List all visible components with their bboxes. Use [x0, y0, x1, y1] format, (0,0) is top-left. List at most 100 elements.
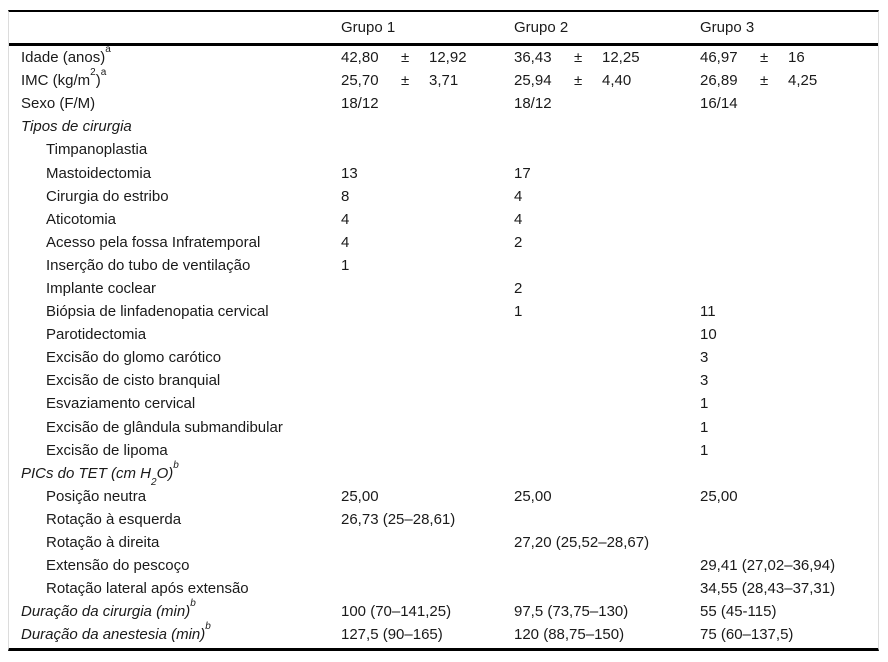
row-label: Rotação lateral após extensão	[46, 580, 249, 598]
value-cell-g1: 127,5 (90–165)	[341, 626, 443, 644]
table-row: Cirurgia do estribo 8 4	[9, 185, 878, 208]
table-row: Aticotomia 4 4	[9, 208, 878, 231]
value-cell-g2: 2	[514, 279, 523, 297]
value-cell-g1: 42,80 ±12,92	[341, 49, 514, 66]
value-cell-g2: 36,43 ±12,25	[514, 49, 700, 66]
value-cell-g3: 75 (60–137,5)	[700, 626, 794, 644]
table-row: Rotação à esquerda 26,73 (25–28,61)	[9, 508, 878, 531]
table-row: Rotação lateral após extensão 34,55 (28,4…	[9, 577, 878, 600]
mean-value: 36,43	[514, 49, 552, 67]
value-cell-g2: 25,94 ±4,40	[514, 72, 700, 89]
value-cell-g2: 1	[514, 303, 523, 321]
row-label: Biópsia de linfadenopatia cervical	[46, 303, 269, 321]
value-cell-g3: 1	[700, 441, 709, 459]
value-cell-g3: 34,55 (28,43–37,31)	[700, 580, 836, 598]
mean-value: 25,70	[341, 72, 379, 90]
value-cell-g1: 1	[341, 256, 350, 274]
value-cell-g3: 11	[700, 303, 716, 321]
row-label: Idade (anos)a	[21, 44, 111, 67]
row-label: Cirurgia do estribo	[46, 187, 169, 205]
table-row: Esvaziamento cervical 1	[9, 392, 878, 415]
row-label: PICs do TET (cm H2O)b	[21, 459, 179, 488]
plus-minus-sign: ±	[401, 49, 410, 67]
table-body: Idade (anos)a 42,80 ±12,92 36,43 ±12,25 46,97…	[9, 44, 878, 646]
table-row: Excisão de lipoma 1	[9, 439, 878, 462]
value-cell-g3: 16/14	[700, 95, 738, 113]
table-row: Mastoidectomia 13 17	[9, 161, 878, 184]
row-label: Posição neutra	[46, 487, 147, 505]
plus-minus-sign: ±	[574, 72, 583, 90]
table-row: Duração da anestesia (min)b 127,5 (90–165…	[9, 621, 878, 646]
value-cell-g1: 13	[341, 164, 358, 182]
table-row: Implante coclear 2	[9, 277, 878, 300]
demographics-table: Grupo 1 Grupo 2 Grupo 3 Idade (anos)a 42,…	[8, 10, 879, 651]
table-row: Tipos de cirurgia	[9, 115, 878, 138]
row-label: Mastoidectomia	[46, 164, 152, 182]
plus-minus-sign: ±	[760, 72, 769, 90]
row-label: Esvaziamento cervical	[46, 395, 196, 413]
value-cell-g3: 55 (45-115)	[700, 603, 777, 621]
table-row: Sexo (F/M) 18/12 18/12 16/14	[9, 92, 878, 115]
table-row: Rotação à direita 27,20 (25,52–28,67)	[9, 531, 878, 554]
value-cell-g2: 120 (88,75–150)	[514, 626, 625, 644]
row-label: Implante coclear	[46, 279, 157, 297]
row-label: Sexo (F/M)	[21, 95, 96, 113]
value-cell-g3: 3	[700, 372, 709, 390]
mean-value: 46,97	[700, 49, 738, 67]
table-row: Extensão do pescoço 29,41 (27,02–36,94)	[9, 554, 878, 577]
table-header-row: Grupo 1 Grupo 2 Grupo 3	[9, 12, 878, 46]
header-grupo-2: Grupo 2	[514, 19, 569, 36]
value-cell-g1: 25,00	[341, 487, 379, 505]
value-cell-g1: 18/12	[341, 95, 379, 113]
value-cell-g3: 1	[700, 418, 709, 436]
table-row: Posição neutra 25,00 25,00 25,00	[9, 485, 878, 508]
table-row: Acesso pela fossa Infratemporal 4 2	[9, 231, 878, 254]
row-label: Acesso pela fossa Infratemporal	[46, 233, 261, 251]
value-cell-g3: 3	[700, 349, 709, 367]
row-label: Rotação à direita	[46, 534, 160, 552]
value-cell-g1: 100 (70–141,25)	[341, 603, 452, 621]
plus-minus-sign: ±	[760, 49, 769, 67]
table-row: Timpanoplastia	[9, 138, 878, 161]
sd-value: 16	[788, 49, 805, 67]
value-cell-g3: 26,89 ±4,25	[700, 72, 878, 89]
sd-value: 3,71	[429, 72, 459, 90]
plus-minus-sign: ±	[574, 49, 583, 67]
table-row: Excisão de glândula submandibular 1	[9, 416, 878, 439]
row-label: Tipos de cirurgia	[21, 118, 132, 136]
value-cell-g2: 4	[514, 210, 523, 228]
row-label: Inserção do tubo de ventilação	[46, 256, 251, 274]
header-grupo-1: Grupo 1	[341, 19, 396, 36]
value-cell-g3: 1	[700, 395, 709, 413]
row-label: Parotidectomia	[46, 326, 147, 344]
value-cell-g1: 25,70 ±3,71	[341, 72, 514, 89]
row-label: Excisão de cisto branquial	[46, 372, 221, 390]
sd-value: 4,40	[602, 72, 632, 90]
mean-value: 25,94	[514, 72, 552, 90]
row-label: IMC (kg/m2)a	[21, 67, 107, 90]
value-cell-g1: 4	[341, 233, 350, 251]
row-label: Duração da anestesia (min)b	[21, 621, 211, 644]
value-cell-g2: 2	[514, 233, 523, 251]
sd-value: 12,25	[602, 49, 640, 67]
header-grupo-3: Grupo 3	[700, 19, 755, 36]
row-label: Rotação à esquerda	[46, 510, 182, 528]
table-row: Excisão do glomo carótico 3	[9, 346, 878, 369]
value-cell-g2: 97,5 (73,75–130)	[514, 603, 629, 621]
mean-value: 26,89	[700, 72, 738, 90]
row-label: Excisão do glomo carótico	[46, 349, 222, 367]
row-label: Duração da cirurgia (min)b	[21, 598, 196, 621]
table-row: Biópsia de linfadenopatia cervical 1 11	[9, 300, 878, 323]
row-label: Excisão de glândula submandibular	[46, 418, 283, 436]
value-cell-g2: 27,20 (25,52–28,67)	[514, 534, 650, 552]
table-row: IMC (kg/m2)a 25,70 ±3,71 25,94 ±4,40 26,89 ±4,…	[9, 67, 878, 92]
value-cell-g1: 26,73 (25–28,61)	[341, 510, 456, 528]
value-cell-g3: 25,00	[700, 487, 738, 505]
row-label: Extensão do pescoço	[46, 557, 190, 575]
row-label: Aticotomia	[46, 210, 117, 228]
row-label: Timpanoplastia	[46, 141, 148, 159]
value-cell-g1: 8	[341, 187, 350, 205]
value-cell-g2: 18/12	[514, 95, 552, 113]
table-row: Inserção do tubo de ventilação 1	[9, 254, 878, 277]
